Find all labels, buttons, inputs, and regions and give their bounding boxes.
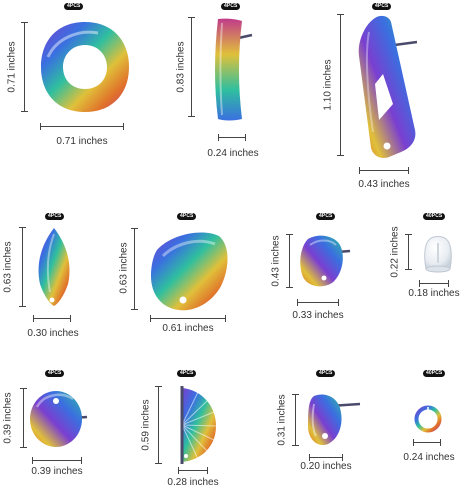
width-dimension-line <box>419 280 449 287</box>
height-label: 0.31 inches <box>276 394 288 446</box>
petal-charm-image <box>151 232 228 311</box>
width-label: 0.24 inches <box>403 452 455 463</box>
width-dimension-line <box>40 123 124 130</box>
width-label: 0.71 inches <box>56 136 108 147</box>
quantity-badge: 40PCS <box>423 370 446 377</box>
height-label: 0.43 inches <box>270 235 282 287</box>
width-dimension-line <box>33 315 71 322</box>
quantity-badge: 4PCS <box>177 213 197 220</box>
width-label: 0.24 inches <box>207 148 259 159</box>
width-dimension-line <box>413 439 441 446</box>
width-label: 0.20 inches <box>300 461 352 472</box>
height-dimension-line <box>21 22 28 112</box>
quantity-badge: 4PCS <box>221 3 241 10</box>
width-label: 0.33 inches <box>292 310 344 321</box>
petal-stud-image <box>300 235 351 287</box>
kite-stud-image <box>358 15 418 158</box>
width-dimension-line <box>309 454 343 461</box>
width-label: 0.28 inches <box>167 477 219 488</box>
quantity-badge: 4PCS <box>64 3 84 10</box>
round-disc-image <box>30 391 88 447</box>
height-label: 0.39 inches <box>2 392 14 444</box>
width-dimension-line <box>297 299 339 306</box>
marquise-image <box>38 228 70 306</box>
curved-bar-image <box>215 18 253 121</box>
height-dimension-line <box>292 394 299 446</box>
width-label: 0.30 inches <box>27 328 79 339</box>
height-dimension-line <box>188 17 195 117</box>
height-label: 0.22 inches <box>389 226 401 278</box>
quantity-badge: 4PCS <box>372 3 392 10</box>
quantity-badge: 4PCS <box>316 370 336 377</box>
height-dimension-line <box>131 228 138 310</box>
height-label: 0.83 inches <box>175 41 187 93</box>
height-label: 1.10 inches <box>322 59 334 111</box>
width-dimension-line <box>178 467 208 474</box>
width-dimension-line <box>218 134 246 141</box>
width-label: 0.18 inches <box>408 288 460 299</box>
height-label: 0.71 inches <box>6 41 18 93</box>
width-dimension-line <box>359 167 409 174</box>
height-label: 0.59 inches <box>140 399 152 451</box>
fan-shell-image <box>180 386 217 464</box>
width-label: 0.43 inches <box>358 179 410 190</box>
jump-ring-image <box>414 405 442 433</box>
height-dimension-line <box>286 234 293 288</box>
width-dimension-line <box>150 315 226 322</box>
quantity-badge: 4PCS <box>45 213 65 220</box>
height-dimension-line <box>405 234 412 270</box>
width-dimension-line <box>32 457 82 464</box>
height-label: 0.63 inches <box>118 242 130 294</box>
quantity-badge: 4PCS <box>316 213 336 220</box>
height-dimension-line <box>20 388 27 448</box>
quantity-badge: 4PCS <box>45 370 65 377</box>
width-label: 0.39 inches <box>31 466 83 477</box>
height-dimension-line <box>19 227 26 307</box>
width-label: 0.61 inches <box>162 323 214 334</box>
donut-ring-image <box>41 22 129 112</box>
ear-nut-image <box>424 236 452 273</box>
quantity-badge: 4PCS <box>177 370 197 377</box>
teardrop-stud-image <box>308 394 361 446</box>
height-dimension-line <box>155 386 162 464</box>
quantity-badge: 40PCS <box>423 213 446 220</box>
height-label: 0.63 inches <box>2 241 14 293</box>
height-dimension-line <box>337 14 344 156</box>
